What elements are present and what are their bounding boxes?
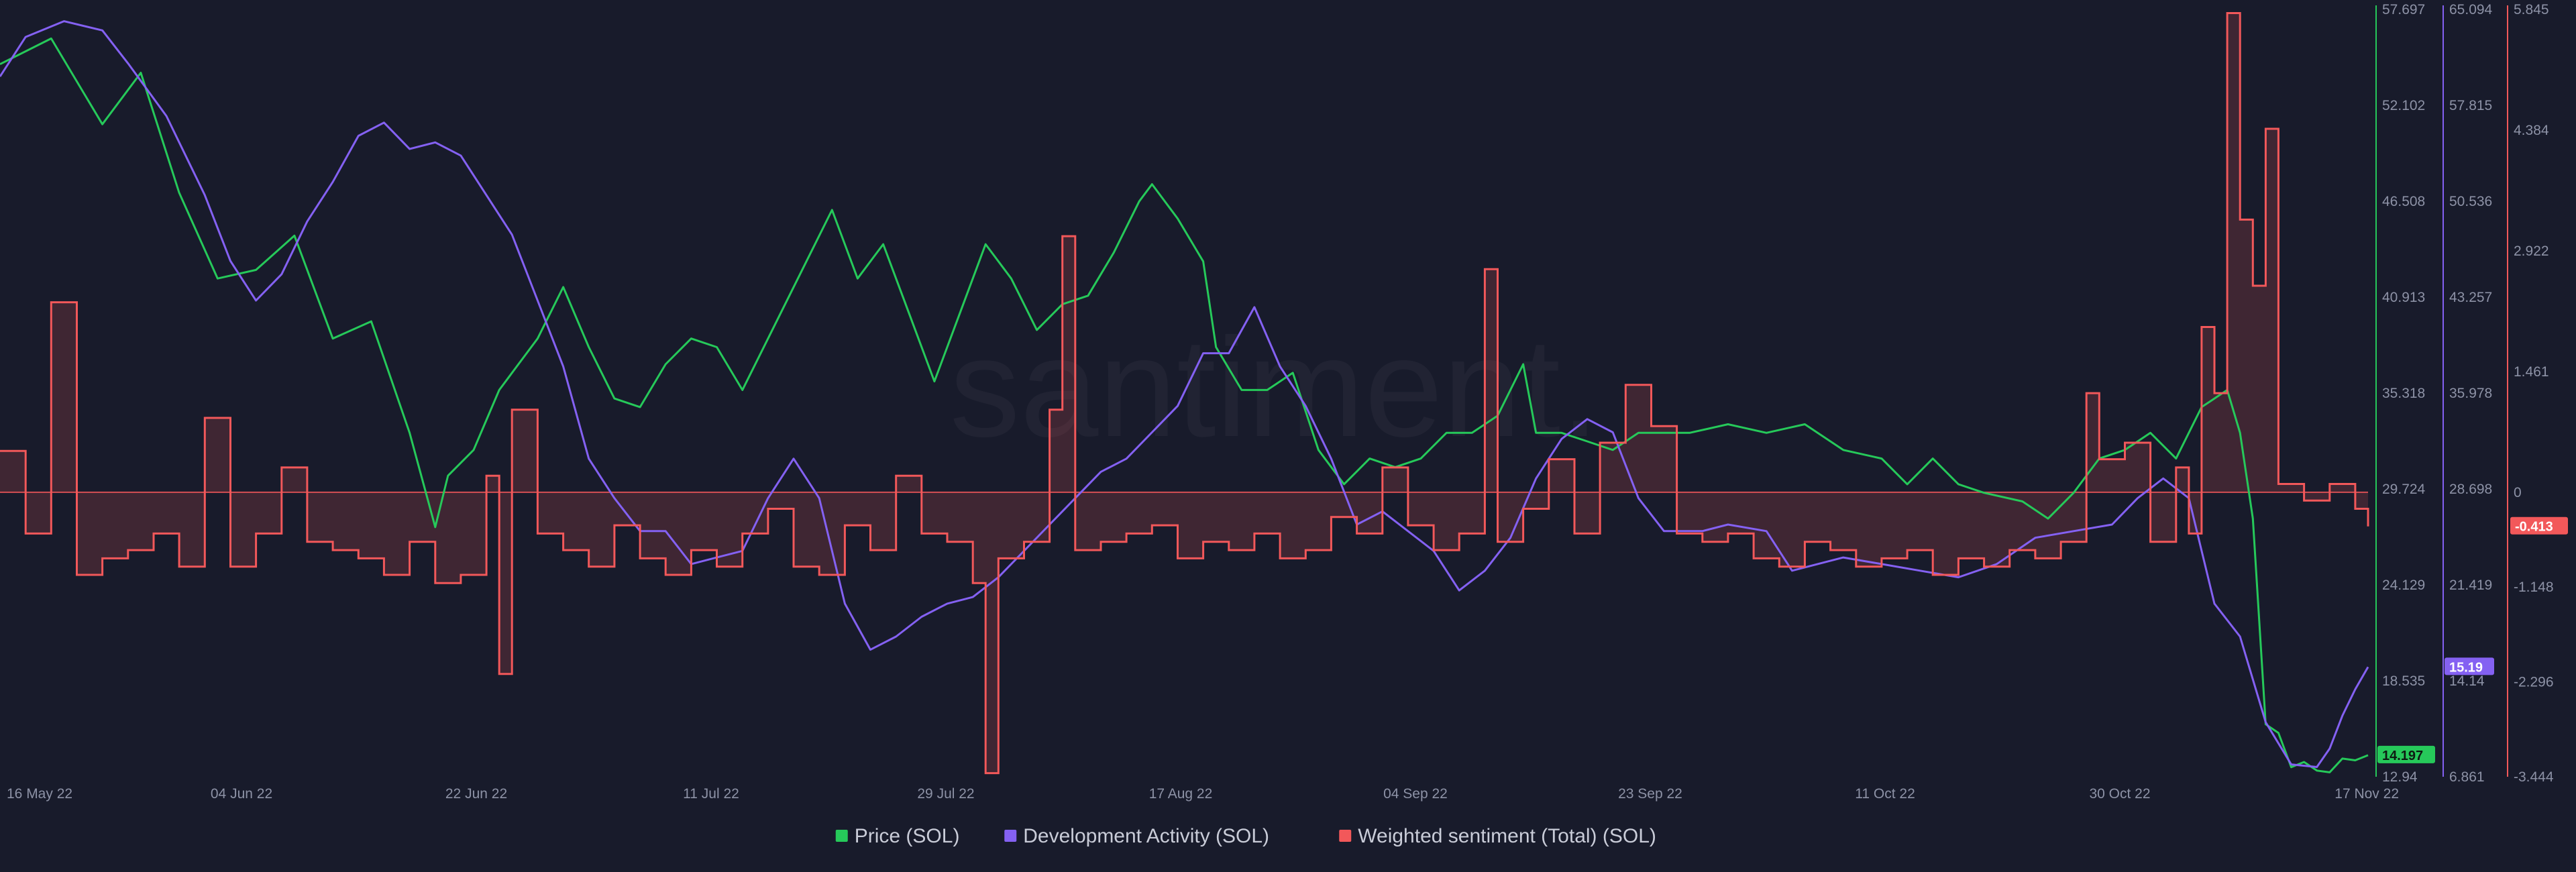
legend-label: Development Activity (SOL)	[1023, 825, 1269, 847]
axis-tick-label-sent: 1.461	[2514, 364, 2549, 380]
sentiment-area-layer	[0, 13, 2368, 773]
x-tick-label: 22 Jun 22	[445, 786, 507, 802]
axis-tick-label-dev: 21.419	[2449, 578, 2492, 593]
legend-swatch	[835, 830, 848, 842]
axis-tick-label-dev: 6.861	[2449, 769, 2485, 785]
axis-tick-label-sent: 0	[2514, 485, 2522, 500]
last-value-badge-dev	[2445, 657, 2494, 675]
x-tick-label: 04 Sep 22	[1383, 786, 1448, 802]
last-value-text-dev: 15.19	[2449, 660, 2483, 675]
x-tick-label: 23 Sep 22	[1618, 786, 1682, 802]
legend-label: Price (SOL)	[855, 825, 960, 847]
axis-tick-label-price: 57.697	[2382, 2, 2425, 17]
axis-tick-label-sent: -1.148	[2514, 580, 2554, 595]
axis-tick-label-dev: 43.257	[2449, 290, 2492, 305]
x-tick-label: 17 Aug 22	[1149, 786, 1213, 802]
x-tick-label: 30 Oct 22	[2089, 786, 2150, 802]
x-tick-label: 29 Jul 22	[917, 786, 974, 802]
axis-tick-label-price: 46.508	[2382, 194, 2425, 209]
axis-tick-label-sent: 4.384	[2514, 123, 2549, 138]
axis-tick-label-price: 40.913	[2382, 290, 2425, 305]
axis-tick-label-price: 24.129	[2382, 578, 2425, 593]
x-tick-label: 11 Oct 22	[1855, 786, 1915, 802]
legend-swatch	[1004, 830, 1017, 842]
series-line-sentiment	[0, 12, 2369, 775]
legend: Price (SOL) Development Activity (SOL) Wei…	[835, 825, 1656, 847]
x-axis: 16 May 22 04 Jun 22 22 Jun 22 11 Jul 22 29 J…	[7, 786, 2399, 802]
axis-tick-label-dev: 57.815	[2449, 98, 2492, 113]
last-value-text-price: 14.197	[2382, 749, 2423, 763]
watermark: santiment.	[950, 309, 1600, 466]
axis-tick-label-price: 29.724	[2382, 482, 2426, 497]
axis-tick-label-price: 35.318	[2382, 386, 2425, 401]
axes-layer: 57.697 52.102 46.508 40.913 35.318 29.724 24.1…	[2375, 2, 2554, 785]
legend-swatch	[1339, 830, 1352, 842]
x-tick-label: 17 Nov 22	[2334, 786, 2399, 802]
series-lines-layer	[0, 12, 2369, 775]
axis-tick-label-sent: 2.922	[2514, 243, 2549, 259]
axis-tick-label-dev: 28.698	[2449, 482, 2492, 497]
last-value-badge-sent	[2510, 516, 2568, 535]
x-tick-label: 16 May 22	[7, 786, 72, 802]
last-value-badge-price	[2377, 745, 2435, 763]
axis-tick-label-price: 52.102	[2382, 98, 2425, 113]
axis-tick-label-sent: -3.444	[2514, 769, 2554, 785]
last-value-text-sent: -0.413	[2515, 520, 2553, 535]
axis-tick-label-dev: 35.978	[2449, 386, 2492, 401]
x-tick-label: 04 Jun 22	[211, 786, 272, 802]
axis-tick-label-sent: -2.296	[2514, 675, 2554, 690]
axis-tick-label-dev: 50.536	[2449, 194, 2492, 209]
axis-tick-label-sent: 5.845	[2514, 2, 2549, 17]
last-value-badges: 14.197 15.19 -0.413	[2377, 516, 2568, 763]
axis-tick-label-dev: 14.14	[2449, 673, 2485, 689]
legend-label: Weighted sentiment (Total) (SOL)	[1358, 825, 1656, 847]
axis-tick-label-price: 12.94	[2382, 769, 2418, 785]
axis-tick-label-price: 18.535	[2382, 673, 2425, 689]
axis-tick-label-dev: 65.094	[2449, 2, 2493, 17]
x-tick-label: 11 Jul 22	[683, 786, 739, 802]
